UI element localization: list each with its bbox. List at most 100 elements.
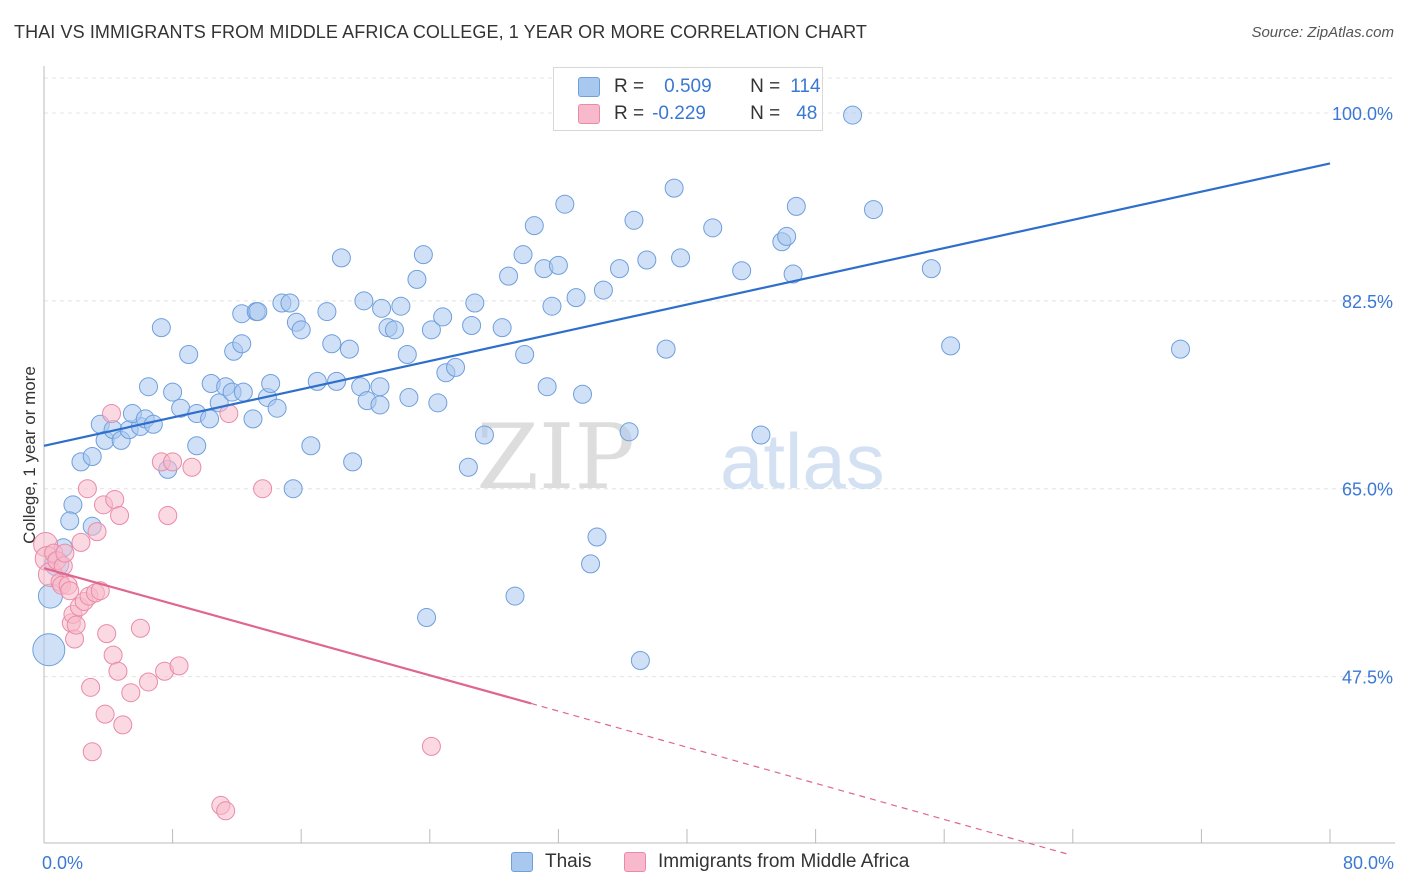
thais-point [301, 436, 321, 456]
legend-r-label: R = [614, 76, 645, 97]
thais-point [524, 216, 544, 236]
thais-point [703, 218, 723, 238]
thais-point [397, 345, 417, 365]
middle-africa-point [103, 645, 123, 665]
thais-point [751, 425, 771, 445]
middle-africa-point [163, 452, 183, 472]
thais-point [179, 345, 199, 365]
thais-point [370, 377, 390, 397]
thais-point [384, 320, 404, 340]
middle-africa-point [108, 661, 128, 681]
middle-africa-point [97, 624, 117, 644]
thais-point [637, 250, 657, 270]
axes [43, 66, 1395, 844]
thais-point [458, 457, 478, 477]
middle-africa-trend-line [43, 567, 532, 705]
thais-point [138, 377, 158, 397]
middle-africa-point [138, 672, 158, 692]
thais-point [624, 210, 644, 230]
y-tick-label: 65.0% [1342, 480, 1393, 500]
thais-point [587, 527, 607, 547]
thais-point [474, 425, 494, 445]
thais-point [446, 357, 466, 377]
middle-africa-point [121, 683, 141, 703]
thais-point [505, 586, 525, 606]
thais-point [786, 196, 806, 216]
middle-africa-point [113, 715, 133, 735]
thais-point [372, 298, 392, 318]
thais-point [151, 318, 171, 338]
thais-point [566, 288, 586, 308]
middle-africa-point [216, 801, 236, 821]
thais-point [656, 339, 676, 359]
legend-n-label: N = [750, 103, 781, 124]
middle-africa-point [66, 615, 86, 635]
thais-point [1171, 339, 1191, 359]
thais-point [291, 320, 311, 340]
thais-point [619, 422, 639, 442]
thais-point [187, 436, 207, 456]
thais-point [515, 345, 535, 365]
thais-point [465, 293, 485, 313]
thais-point [82, 447, 102, 466]
thais-point [671, 248, 691, 268]
thais-point [233, 382, 253, 402]
thais-point [243, 409, 263, 429]
series-swatch-middle-africa [624, 852, 646, 872]
thais-point [783, 264, 803, 284]
thais-point [664, 178, 684, 198]
thais-point [317, 302, 337, 322]
middle-africa-point [421, 736, 441, 756]
thais-point [548, 255, 568, 275]
thais-point [537, 377, 557, 397]
thais-point [581, 554, 601, 574]
thais-point [370, 395, 390, 415]
middle-africa-trend-extension [530, 702, 1067, 855]
legend-row-thais: R = 0.509 N = 114 [578, 74, 821, 100]
y-tick-label: 47.5% [1342, 668, 1393, 688]
legend-row-middle-africa: R = -0.229 N = 48 [578, 101, 817, 127]
thais-point [413, 245, 433, 265]
middle-africa-point [87, 522, 107, 542]
data-points [32, 105, 1191, 821]
middle-africa-point [253, 479, 273, 499]
middle-africa-point [95, 704, 115, 724]
y-tick-label: 100.0% [1332, 104, 1393, 124]
thais-point [232, 334, 252, 354]
thais-trend-line [43, 162, 1331, 447]
thais-point [777, 226, 797, 246]
thais-point [843, 105, 863, 125]
watermark-atlas: atlas [720, 417, 885, 505]
thais-point [941, 336, 961, 356]
grid-lines [44, 77, 1395, 678]
thais-point [417, 608, 437, 628]
series-legend-thais[interactable]: Thais [511, 851, 591, 873]
series-label-thais: Thais [545, 851, 592, 872]
series-swatch-thais [511, 852, 533, 872]
thais-point [421, 320, 441, 340]
middle-africa-point [102, 404, 122, 424]
thais-point [542, 296, 562, 316]
thais-point [143, 414, 163, 434]
thais-point [407, 269, 427, 289]
thais-point [322, 334, 342, 354]
legend-r-value-middle-africa: -0.229 [652, 103, 706, 124]
thais-point [60, 511, 80, 531]
thais-point [267, 398, 287, 418]
chart-title: THAI VS IMMIGRANTS FROM MIDDLE AFRICA CO… [14, 22, 868, 42]
thais-point [391, 296, 411, 316]
thais-point [163, 382, 183, 402]
middle-africa-point [55, 543, 75, 563]
legend-n-value-middle-africa: 48 [796, 103, 818, 124]
thais-point [732, 261, 752, 281]
series-legend-middle-africa[interactable]: Immigrants from Middle Africa [624, 851, 909, 873]
thais-point [499, 266, 519, 286]
thais-point [921, 259, 941, 279]
middle-africa-point [90, 581, 110, 601]
legend-n-label: N = [750, 76, 781, 97]
x-tick-max: 80.0% [1342, 853, 1394, 873]
middle-africa-point [81, 677, 101, 697]
legend-r-label: R = [614, 103, 645, 124]
thais-point [593, 280, 613, 300]
